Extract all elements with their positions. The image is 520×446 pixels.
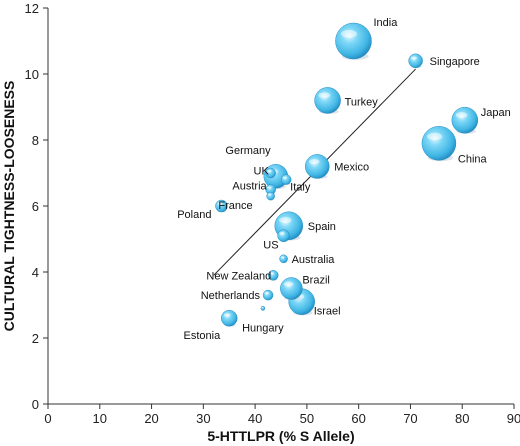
data-point-japan: [451, 106, 479, 134]
x-tick-label: 70: [403, 411, 417, 426]
data-point-netherlands: [262, 289, 274, 301]
data-point-australia: [279, 254, 288, 264]
point-label-germany: Germany: [225, 145, 271, 157]
data-point-mexico: [304, 154, 330, 180]
x-tick-label: 20: [144, 411, 158, 426]
data-point-india: [335, 22, 372, 60]
point-label-mexico: Mexico: [334, 161, 369, 173]
point-label-israel: Israel: [314, 306, 341, 318]
x-tick-label: 10: [93, 411, 107, 426]
point-label-austria: Austria: [232, 181, 267, 193]
axes: 0 10 20 30 40 50 60 70 80 90 0 2 4 6 8 10 12: [25, 1, 520, 426]
data-point-france: [266, 191, 275, 201]
data-point-new-zealand: [267, 270, 279, 281]
point-label-estonia: Estonia: [184, 330, 222, 342]
data-point-turkey: [314, 87, 341, 115]
data-point-poland: [215, 199, 228, 213]
x-tick-label: 50: [300, 411, 314, 426]
point-label-poland: Poland: [177, 209, 211, 221]
x-tick-label: 90: [507, 411, 520, 426]
point-label-japan: Japan: [481, 107, 511, 119]
x-tick-label: 60: [351, 411, 365, 426]
point-label-france: France: [218, 200, 252, 212]
data-point-brazil: [280, 277, 303, 301]
y-axis-title: CULTURAL TIGHTNESS-LOOSENESS: [1, 81, 17, 332]
point-label-italy: Italy: [290, 182, 311, 194]
data-point-us: [277, 229, 290, 242]
point-label-netherlands: Netherlands: [201, 290, 261, 302]
point-label-new-zealand: New Zealand: [206, 270, 271, 282]
y-tick-label: 8: [32, 133, 39, 148]
x-tick-label: 30: [196, 411, 210, 426]
y-tick-label: 0: [32, 397, 39, 412]
y-tick-label: 12: [25, 1, 39, 16]
data-point-hungary: [260, 306, 266, 311]
point-label-china: China: [458, 153, 488, 165]
y-tick-label: 2: [32, 331, 39, 346]
x-tick-label: 80: [455, 411, 469, 426]
data-point-germany: [265, 167, 276, 179]
y-tick-label: 6: [32, 199, 39, 214]
x-tick-label: 0: [44, 411, 51, 426]
point-label-hungary: Hungary: [242, 322, 284, 334]
point-label-singapore: Singapore: [430, 56, 480, 68]
point-label-uk: UK: [254, 165, 270, 177]
point-label-spain: Spain: [308, 221, 336, 233]
x-axis-title: 5-HTTLPR (% S Allele): [207, 428, 354, 444]
data-point-estonia: [220, 309, 238, 327]
data-point-singapore: [408, 53, 423, 69]
point-label-us: US: [263, 240, 278, 252]
point-label-turkey: Turkey: [345, 96, 379, 108]
point-label-india: India: [373, 17, 398, 29]
point-label-australia: Australia: [292, 254, 336, 266]
data-point-china: [421, 126, 457, 162]
y-tick-label: 4: [32, 265, 39, 280]
point-labels: India Singapore Turkey Japan China Mexico Germ…: [177, 17, 511, 342]
point-label-brazil: Brazil: [302, 275, 330, 287]
x-tick-label: 40: [248, 411, 262, 426]
data-point-italy: [280, 174, 292, 185]
data-points: [215, 22, 479, 327]
y-tick-label: 10: [25, 67, 39, 82]
